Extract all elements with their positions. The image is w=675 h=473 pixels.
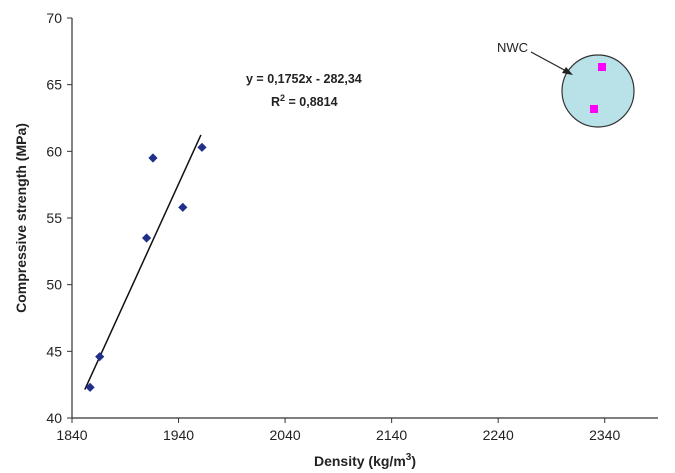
x-tick-label: 2240: [483, 427, 514, 443]
x-tick-label: 2340: [589, 427, 620, 443]
nwc-marker-2: [590, 105, 598, 113]
data-point: [141, 233, 152, 243]
y-tick-label: 65: [46, 77, 62, 93]
y-tick-label: 50: [46, 277, 62, 293]
x-axis-title: Density (kg/m3): [314, 452, 416, 469]
trendline-group: [84, 134, 202, 390]
data-points: [85, 142, 207, 392]
x-tick-label: 1940: [163, 427, 194, 443]
y-tick-label: 55: [46, 210, 62, 226]
nwc-arrow-line: [530, 51, 569, 73]
x-tick-label: 2040: [270, 427, 301, 443]
data-point: [95, 352, 105, 362]
data-point: [85, 382, 95, 392]
x-tick-label: 2140: [376, 427, 407, 443]
y-axis-title: Compressive strength (MPa): [13, 123, 29, 313]
r-squared-superscript: 2: [280, 93, 285, 103]
y-tick-label: 60: [46, 143, 62, 159]
x-tick-label: 1840: [56, 427, 87, 443]
nwc-marker-1: [598, 63, 606, 71]
data-point: [178, 202, 188, 212]
x-axis-title-end: ): [411, 453, 416, 469]
trendline: [84, 134, 202, 390]
r-squared-value: = 0,8814: [285, 95, 338, 109]
nwc-label: NWC: [497, 40, 528, 55]
data-point: [197, 142, 207, 152]
x-axis-title-superscript: 3: [406, 452, 412, 463]
ticks: 1840 1940 2040 2140 2240 2340 40 45 50 55 60 65 70: [46, 10, 620, 443]
nwc-circle: [561, 54, 635, 128]
y-tick-label: 40: [46, 410, 62, 426]
nwc-inset: NWC: [497, 40, 635, 128]
trendline-equation: y = 0,1752x - 282,34: [246, 72, 362, 86]
y-tick-label: 45: [46, 343, 62, 359]
data-point: [148, 153, 158, 163]
trendline-r-squared: R2 = 0,8814: [271, 93, 338, 109]
nwc-arrow-head: [562, 67, 573, 75]
y-tick-label: 70: [46, 10, 62, 26]
